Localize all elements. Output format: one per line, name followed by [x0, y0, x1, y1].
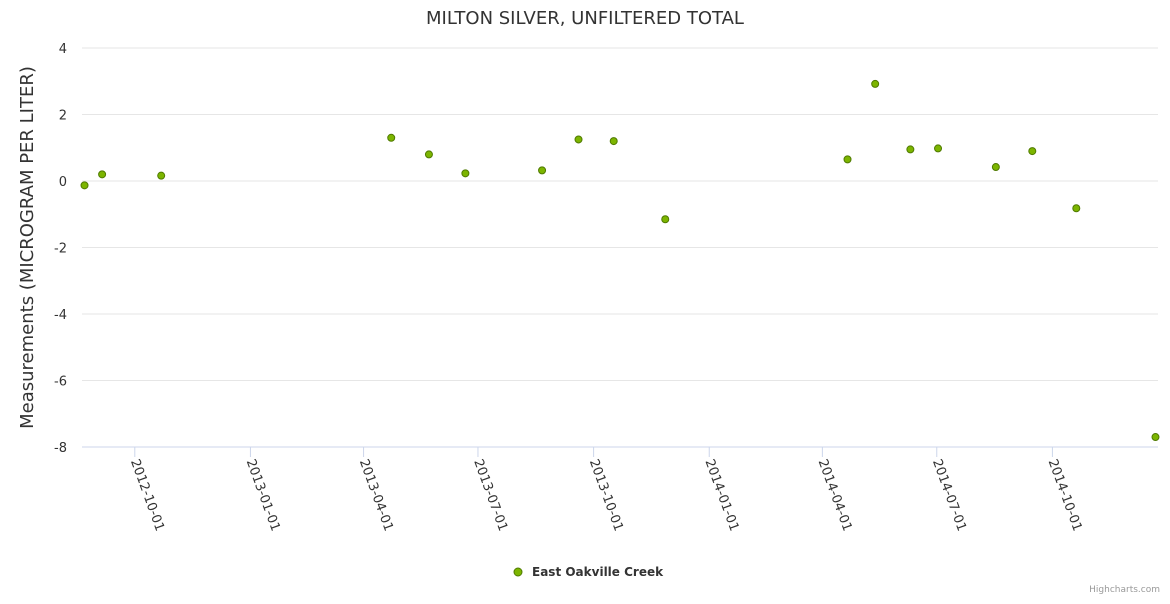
data-point[interactable] — [609, 137, 618, 146]
y-tick-label: -4 — [54, 308, 67, 323]
y-tick-label: 4 — [59, 42, 67, 57]
data-point[interactable] — [538, 166, 547, 175]
data-point[interactable] — [1028, 147, 1037, 156]
credits-link[interactable]: Highcharts.com — [1089, 585, 1160, 595]
data-point[interactable] — [80, 181, 89, 190]
x-tick-label: 2014-10-01 — [1045, 457, 1085, 533]
x-tick-label: 2012-10-01 — [127, 457, 167, 533]
data-point[interactable] — [934, 144, 943, 153]
series-east-oakville-creek[interactable] — [80, 79, 1160, 442]
data-point[interactable] — [157, 171, 166, 180]
chart-title: MILTON SILVER, UNFILTERED TOTAL — [426, 8, 744, 29]
tick-labels: 4 2 0 -2 -4 -6 -8 2012-10-01 2013-01-01 2013-04-0… — [54, 42, 1085, 533]
data-point[interactable] — [843, 155, 852, 164]
data-point[interactable] — [387, 133, 396, 142]
x-tick-label: 2013-10-01 — [586, 457, 626, 533]
data-point[interactable] — [991, 163, 1000, 172]
data-point[interactable] — [461, 169, 470, 178]
x-tick-label: 2014-07-01 — [929, 457, 969, 533]
gridlines — [82, 47, 1158, 381]
data-point[interactable] — [1072, 204, 1081, 213]
y-tick-label: 0 — [59, 175, 67, 190]
y-axis-label: Measurements (MICROGRAM PER LITER) — [17, 66, 38, 429]
data-point[interactable] — [424, 150, 433, 159]
y-tick-label: -2 — [54, 242, 67, 257]
data-point[interactable] — [906, 145, 915, 154]
x-tick-label: 2013-04-01 — [356, 457, 396, 533]
x-tick-label: 2013-07-01 — [470, 457, 510, 533]
data-point[interactable] — [1151, 433, 1160, 442]
x-axis — [82, 446, 1158, 457]
legend-marker-icon — [513, 567, 523, 577]
y-tick-label: -6 — [54, 375, 67, 390]
x-tick-label: 2013-01-01 — [243, 457, 283, 533]
legend[interactable]: East Oakville Creek — [513, 565, 664, 579]
data-point[interactable] — [871, 79, 880, 88]
data-point[interactable] — [574, 135, 583, 144]
x-tick-label: 2014-04-01 — [815, 457, 855, 533]
x-tick-label: 2014-01-01 — [701, 457, 741, 533]
data-point[interactable] — [98, 170, 107, 179]
y-tick-label: 2 — [59, 109, 67, 124]
legend-label[interactable]: East Oakville Creek — [532, 565, 664, 579]
y-tick-label: -8 — [54, 441, 67, 456]
data-point[interactable] — [661, 215, 670, 224]
